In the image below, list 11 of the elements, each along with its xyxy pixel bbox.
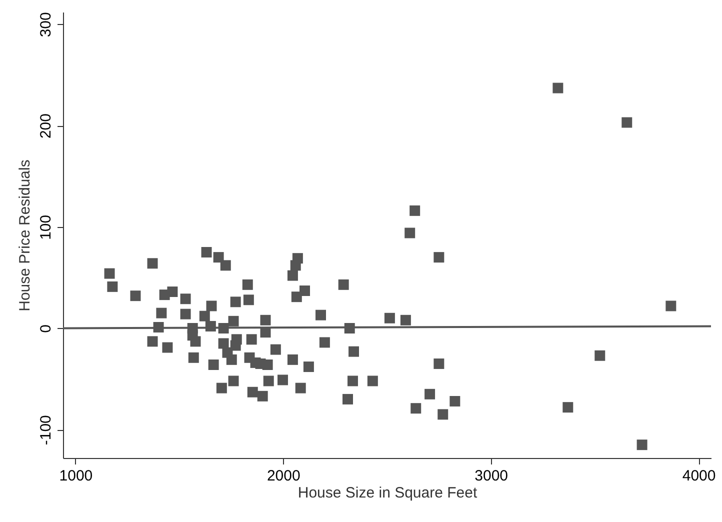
- y-axis-title: House Price Residuals: [16, 160, 34, 312]
- y-tick-label: 0: [38, 324, 54, 333]
- x-tick-label: 4000: [682, 468, 716, 484]
- x-tick-label: 2000: [266, 468, 300, 484]
- y-tick-label: 200: [38, 114, 54, 139]
- y-tick-label: 100: [38, 214, 54, 240]
- y-tick-label: 300: [38, 12, 54, 38]
- x-tick-label: 1000: [59, 468, 93, 484]
- y-tick-label: -100: [38, 415, 54, 446]
- x-axis-title: House Size in Square Feet: [298, 484, 478, 502]
- x-tick-label: 3000: [474, 468, 508, 484]
